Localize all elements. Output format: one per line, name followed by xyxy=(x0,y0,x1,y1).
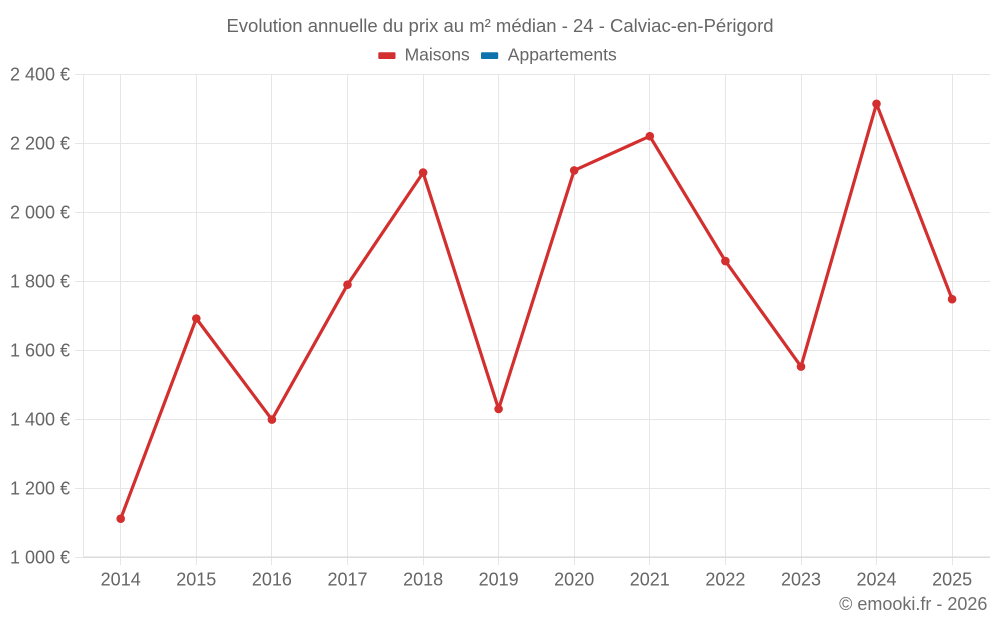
svg-text:Evolution annuelle du prix au: Evolution annuelle du prix au m² médian … xyxy=(226,15,773,36)
svg-text:2 000 €: 2 000 € xyxy=(10,203,70,223)
svg-text:2025: 2025 xyxy=(932,570,972,590)
svg-text:1 800 €: 1 800 € xyxy=(10,272,70,292)
svg-text:Maisons: Maisons xyxy=(405,44,470,64)
svg-text:1 200 €: 1 200 € xyxy=(10,479,70,499)
svg-text:2022: 2022 xyxy=(705,570,745,590)
svg-text:2016: 2016 xyxy=(252,570,292,590)
svg-text:© emooki.fr - 2026: © emooki.fr - 2026 xyxy=(839,594,987,614)
svg-text:1 600 €: 1 600 € xyxy=(10,341,70,361)
svg-text:Appartements: Appartements xyxy=(508,44,617,64)
svg-text:2 200 €: 2 200 € xyxy=(10,134,70,154)
svg-text:2014: 2014 xyxy=(101,570,141,590)
svg-text:2015: 2015 xyxy=(176,570,216,590)
svg-text:2021: 2021 xyxy=(630,570,670,590)
svg-text:2019: 2019 xyxy=(479,570,519,590)
svg-text:1 000 €: 1 000 € xyxy=(10,547,70,567)
svg-text:2023: 2023 xyxy=(781,570,821,590)
svg-text:2017: 2017 xyxy=(327,570,367,590)
svg-text:2 400 €: 2 400 € xyxy=(10,65,70,85)
svg-text:2024: 2024 xyxy=(856,570,896,590)
svg-text:2020: 2020 xyxy=(554,570,594,590)
svg-text:2018: 2018 xyxy=(403,570,443,590)
svg-text:1 400 €: 1 400 € xyxy=(10,410,70,430)
